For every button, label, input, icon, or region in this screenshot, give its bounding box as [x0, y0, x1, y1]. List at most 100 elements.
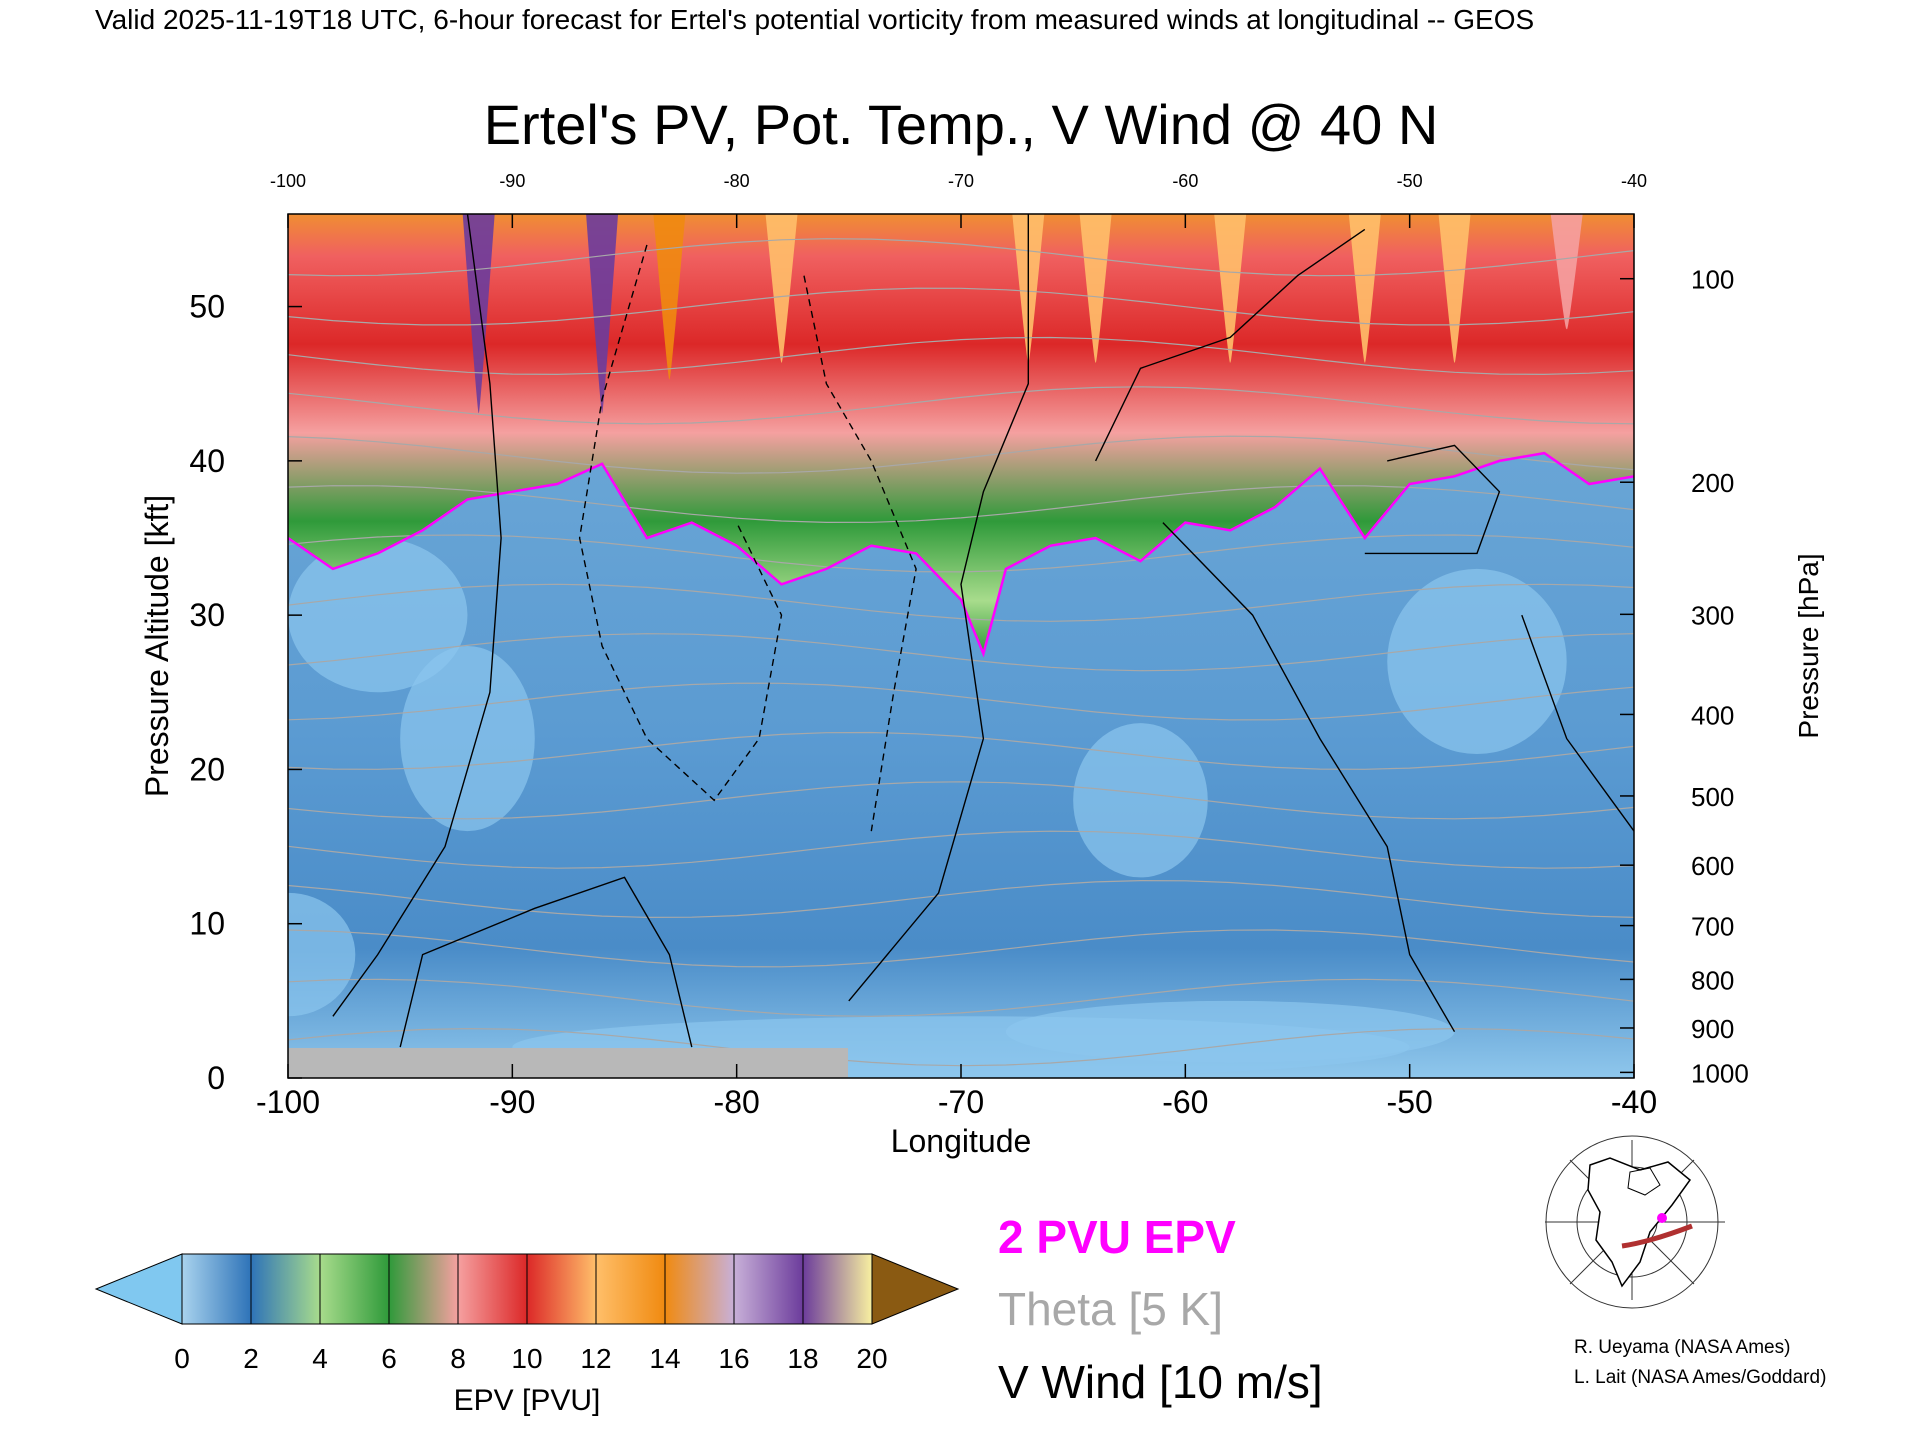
low-pv-patch: [288, 892, 356, 1017]
theta-contour: [288, 633, 1634, 672]
colorbar-segment: [595, 1253, 666, 1325]
colorbar-segment: [319, 1253, 390, 1325]
surface-terrain: [288, 1048, 848, 1078]
low-pv-patches: [288, 538, 1567, 1078]
v-wind-contour: [399, 876, 693, 1048]
colorbar-tick-label: 2: [243, 1343, 259, 1374]
x-tick-label-top: -50: [1397, 171, 1423, 191]
v-wind-contour: [803, 275, 917, 832]
pv-plume: [653, 214, 686, 380]
x-tick-label: -50: [1387, 1084, 1433, 1120]
y-tick-label: 20: [189, 751, 225, 787]
colorbar-segment: [664, 1253, 735, 1325]
y-tick-label: 30: [189, 597, 225, 633]
pv-plume: [1079, 214, 1112, 363]
colorbar-tick-label: 0: [174, 1343, 190, 1374]
y-tick-label-right: 400: [1691, 700, 1734, 730]
colorbar-tick-label: 14: [649, 1343, 680, 1374]
colorbar-tick-label: 4: [312, 1343, 328, 1374]
pv-peak-plumes: [462, 214, 1583, 414]
pv-plume: [765, 214, 798, 363]
y-tick-label-right: 800: [1691, 965, 1734, 995]
low-pv-patch: [1073, 723, 1208, 878]
x-tick-label-top: -100: [270, 171, 306, 191]
x-tick-label-top: -70: [948, 171, 974, 191]
pv-plume: [1348, 214, 1381, 363]
low-pv-patch: [1387, 568, 1567, 754]
y-tick-label: 0: [207, 1060, 225, 1096]
colorbar-segment: [181, 1253, 252, 1325]
x-tick-label: -90: [489, 1084, 535, 1120]
stratosphere-pv-field: [288, 214, 1634, 654]
v-wind-contour: [332, 214, 502, 1017]
theta-contour: [288, 978, 1634, 1017]
theta-contour: [288, 583, 1634, 622]
pv-plume: [1214, 214, 1247, 363]
pv-plume: [1550, 214, 1583, 330]
credit-line-1: R. Ueyama (NASA Ames): [1574, 1337, 1790, 1358]
y-tick-label-right: 600: [1691, 851, 1734, 881]
x-tick-label-top: -40: [1621, 171, 1647, 191]
y-tick-label-right: 900: [1691, 1014, 1734, 1044]
x-tick-label-top: -80: [724, 171, 750, 191]
theta-contour: [288, 386, 1634, 425]
pv-plume: [462, 214, 495, 414]
theta-contour: [288, 435, 1634, 474]
colorbar-tick-label: 18: [787, 1343, 818, 1374]
v-wind-contour: [848, 214, 1029, 1002]
y-tick-label: 50: [189, 289, 225, 325]
x-tick-label: -100: [256, 1084, 320, 1120]
colorbar-tick-label: 8: [450, 1343, 466, 1374]
legend-epv: 2 PVU EPV: [998, 1211, 1236, 1263]
colorbar-segment: [733, 1253, 804, 1325]
y-axis-left: 0 10 20 30 40 50: [189, 289, 302, 1096]
y-tick-label-right: 200: [1691, 468, 1734, 498]
colorbar-segment: [457, 1253, 528, 1325]
colorbar-segment: [802, 1253, 873, 1325]
theta-contour: [288, 287, 1634, 326]
x-tick-label: -60: [1162, 1084, 1208, 1120]
theta-contour: [288, 336, 1634, 376]
colorbar-tick-label: 12: [580, 1343, 611, 1374]
colorbar-under-arrow: [94, 1253, 183, 1325]
v-wind-contour: [1521, 614, 1634, 832]
credit-line-2: L. Lait (NASA Ames/Goddard): [1574, 1367, 1826, 1388]
v-wind-contour: [1364, 444, 1501, 555]
legend-theta: Theta [5 K]: [998, 1283, 1223, 1335]
theta-contour: [288, 534, 1634, 573]
v-wind-contours: [332, 214, 1634, 1048]
x-tick-label-top: -90: [499, 171, 525, 191]
y-tick-label-right: 500: [1691, 782, 1734, 812]
colorbar-label: EPV [PVU]: [454, 1384, 601, 1417]
colorbar-tick-label: 10: [511, 1343, 542, 1374]
y-axis-label-right: Pressure [hPa]: [1793, 553, 1824, 738]
theta-contour: [288, 781, 1634, 820]
pv-plume: [1438, 214, 1471, 363]
y-tick-label-right: 100: [1691, 265, 1734, 295]
x-tick-label-top: -60: [1172, 171, 1198, 191]
y-tick-label: 40: [189, 443, 225, 479]
y-axis-right: 100 200 300 400 500 600 700 800 900 1000: [1620, 265, 1749, 1088]
theta-contour: [288, 485, 1634, 524]
plot-area: [288, 214, 1634, 1078]
location-inset-map: [1534, 1135, 1731, 1309]
x-tick-label: -40: [1611, 1084, 1657, 1120]
x-tick-label: -80: [714, 1084, 760, 1120]
colorbar-segment: [526, 1253, 597, 1325]
y-axis-label-left: Pressure Altitude [kft]: [139, 495, 175, 797]
colorbar-tick-label: 6: [381, 1343, 397, 1374]
colorbar-segment: [388, 1253, 459, 1325]
x-axis-label: Longitude: [891, 1123, 1032, 1159]
colorbar-over-arrow: [871, 1253, 960, 1325]
epv-2pvu-contour: [288, 451, 1634, 658]
y-tick-label-right: 700: [1691, 912, 1734, 942]
theta-contour: [288, 731, 1634, 770]
colorbar-segment: [250, 1253, 321, 1325]
x-axis-bottom: -100 -90 -80 -70 -60 -50 -40: [256, 1064, 1657, 1120]
theta-contour: [288, 929, 1634, 968]
v-wind-contour: [578, 244, 783, 802]
colorbar-tick-label: 16: [718, 1343, 749, 1374]
chart-title: Ertel's PV, Pot. Temp., V Wind @ 40 N: [484, 93, 1439, 156]
y-tick-label-right: 300: [1691, 600, 1734, 630]
